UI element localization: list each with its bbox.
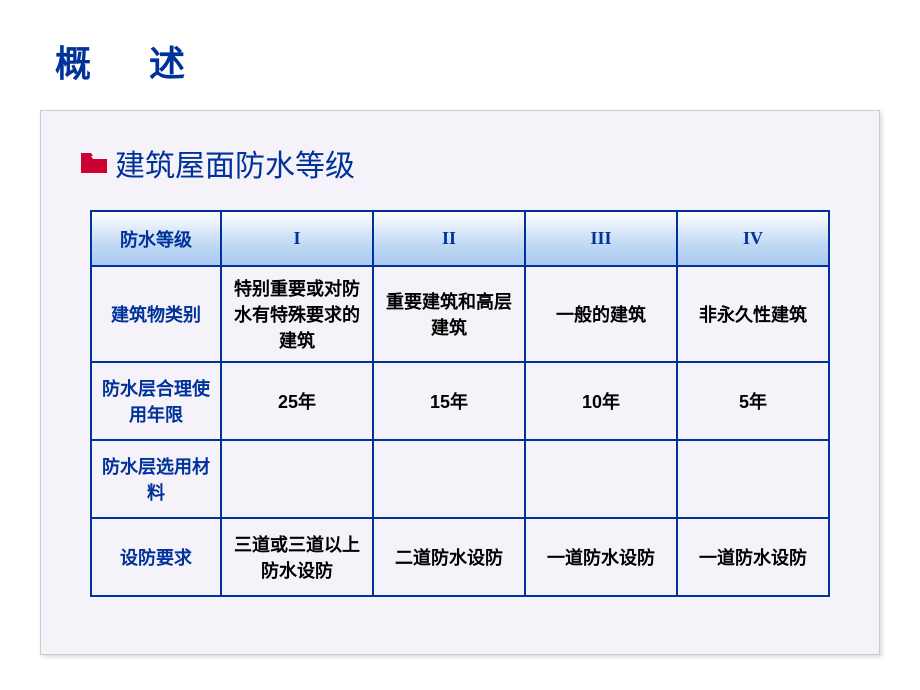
cell-1-0: 25年 (221, 362, 373, 440)
row-label-3: 设防要求 (91, 518, 221, 596)
row-label-1: 防水层合理使用年限 (91, 362, 221, 440)
cell-1-3: 5年 (677, 362, 829, 440)
cell-1-1: 15年 (373, 362, 525, 440)
row-label-2: 防水层选用材料 (91, 440, 221, 518)
table-row: 建筑物类别 特别重要或对防水有特殊要求的建筑 重要建筑和高层建筑 一般的建筑 非… (91, 266, 829, 362)
header-col-2: II (373, 211, 525, 266)
header-col-4: IV (677, 211, 829, 266)
page-title: 概 述 (0, 0, 920, 87)
table-row: 设防要求 三道或三道以上防水设防 二道防水设防 一道防水设防 一道防水设防 (91, 518, 829, 596)
section-header: 建筑屋面防水等级 (71, 141, 849, 185)
folder-icon (81, 153, 107, 173)
cell-2-2 (525, 440, 677, 518)
header-col-3: III (525, 211, 677, 266)
cell-3-1: 二道防水设防 (373, 518, 525, 596)
section-title: 建筑屋面防水等级 (115, 141, 355, 185)
cell-0-1: 重要建筑和高层建筑 (373, 266, 525, 362)
header-col-1: I (221, 211, 373, 266)
table-header-row: 防水等级 I II III IV (91, 211, 829, 266)
header-row-label: 防水等级 (91, 211, 221, 266)
cell-2-1 (373, 440, 525, 518)
cell-0-2: 一般的建筑 (525, 266, 677, 362)
cell-0-0: 特别重要或对防水有特殊要求的建筑 (221, 266, 373, 362)
cell-0-3: 非永久性建筑 (677, 266, 829, 362)
table-row: 防水层选用材料 (91, 440, 829, 518)
cell-2-0 (221, 440, 373, 518)
cell-3-2: 一道防水设防 (525, 518, 677, 596)
cell-3-3: 一道防水设防 (677, 518, 829, 596)
cell-1-2: 10年 (525, 362, 677, 440)
cell-3-0: 三道或三道以上防水设防 (221, 518, 373, 596)
waterproof-table: 防水等级 I II III IV 建筑物类别 特别重要或对防水有特殊要求的建筑 … (90, 210, 830, 597)
row-label-0: 建筑物类别 (91, 266, 221, 362)
content-box: 建筑屋面防水等级 防水等级 I II III IV 建筑物类别 特别重要或对防水… (40, 110, 880, 655)
cell-2-3 (677, 440, 829, 518)
table-row: 防水层合理使用年限 25年 15年 10年 5年 (91, 362, 829, 440)
